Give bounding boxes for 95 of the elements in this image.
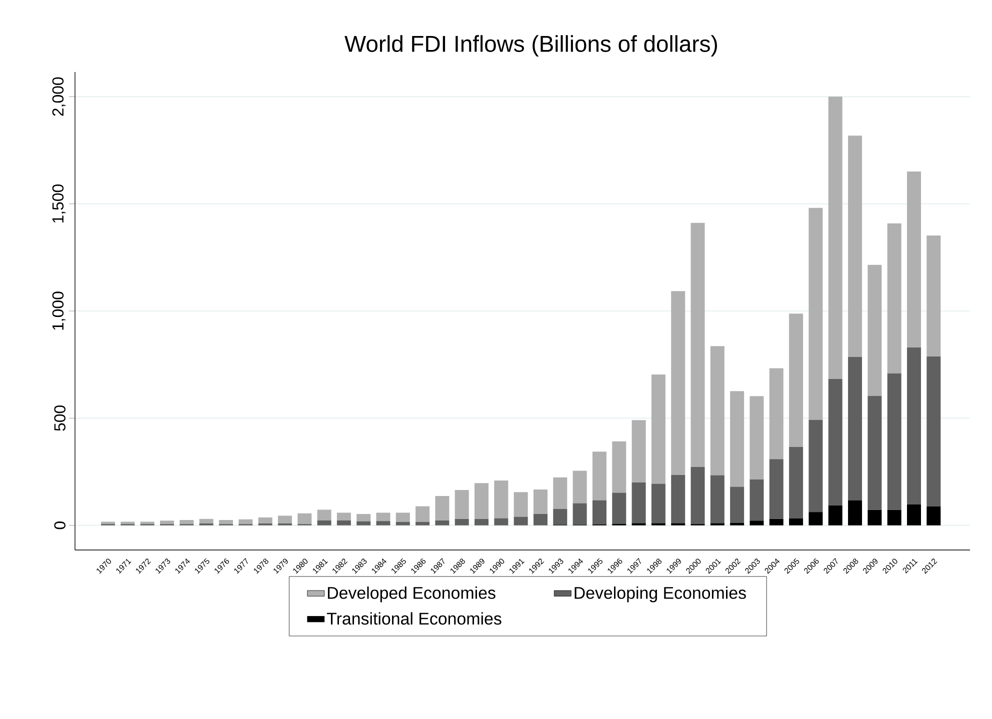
bar <box>868 510 882 526</box>
bar <box>906 347 921 505</box>
y-tick-label: 1,000 <box>52 292 66 330</box>
bar <box>690 467 705 524</box>
bar <box>906 171 921 348</box>
bar <box>887 510 902 526</box>
bar <box>376 521 390 526</box>
bar <box>553 477 568 509</box>
bar <box>435 520 450 526</box>
bar <box>651 374 666 484</box>
bar <box>848 356 862 500</box>
bar <box>572 503 587 525</box>
bar <box>730 486 744 523</box>
bar <box>769 368 784 460</box>
bar <box>926 506 941 526</box>
bar <box>710 475 724 524</box>
bar <box>789 314 804 447</box>
chart-title: World FDI Inflows (Billions of dollars) <box>344 35 717 56</box>
bar <box>710 346 724 476</box>
bar <box>848 136 862 357</box>
bar <box>750 520 764 526</box>
bar <box>769 518 784 526</box>
bar <box>612 441 626 493</box>
bar <box>789 518 804 526</box>
bar <box>828 96 842 379</box>
bar <box>808 208 823 420</box>
bar <box>906 504 921 526</box>
bar <box>828 378 842 506</box>
bar <box>474 483 489 519</box>
bar <box>848 500 862 526</box>
bar <box>828 505 842 526</box>
bar <box>671 474 686 524</box>
bar <box>336 512 351 520</box>
bar <box>376 512 390 522</box>
bar <box>769 459 784 519</box>
bar <box>435 496 450 520</box>
bar <box>730 391 744 487</box>
bar <box>612 492 626 524</box>
bar <box>514 516 528 526</box>
legend-label: Developing Economies <box>574 586 746 602</box>
bar <box>553 508 568 525</box>
y-tick-label: 1,500 <box>52 184 66 223</box>
bar <box>926 356 941 506</box>
bar <box>336 520 351 526</box>
bar <box>494 480 508 518</box>
bar <box>533 514 548 526</box>
bar <box>592 500 606 524</box>
bar <box>572 470 587 504</box>
bar <box>750 396 764 480</box>
bar <box>474 518 489 526</box>
legend-label: Transitional Economies <box>326 612 502 625</box>
bar <box>120 522 135 524</box>
bar <box>592 452 606 500</box>
y-tick-label: 0 <box>54 522 66 530</box>
bar <box>416 522 430 526</box>
bar <box>651 484 666 524</box>
bar <box>101 522 116 524</box>
bar <box>416 506 430 522</box>
bar <box>258 517 272 524</box>
bar <box>632 420 646 482</box>
bar <box>317 510 332 520</box>
y-tick-label: 2,000 <box>52 77 66 116</box>
bar <box>180 520 194 524</box>
bar <box>356 521 371 526</box>
bar <box>454 490 469 519</box>
bar <box>926 236 941 356</box>
bar <box>238 519 253 524</box>
bar <box>199 518 214 524</box>
bar <box>887 223 902 374</box>
bar <box>789 446 804 518</box>
bar <box>750 479 764 521</box>
bar <box>494 518 508 526</box>
bar <box>808 512 823 526</box>
bar <box>160 520 174 524</box>
bar <box>887 373 902 510</box>
bar <box>278 516 292 524</box>
bar <box>868 264 882 396</box>
bar <box>356 514 371 522</box>
bar <box>671 291 686 475</box>
bar <box>298 513 312 524</box>
bar <box>808 420 823 512</box>
bar <box>396 522 410 526</box>
bar <box>868 396 882 510</box>
bar <box>730 522 744 526</box>
bar <box>317 520 332 526</box>
bar <box>514 492 528 517</box>
bar <box>218 520 233 524</box>
bar <box>632 482 646 524</box>
bar <box>533 490 548 514</box>
bar <box>454 518 469 526</box>
bar <box>396 512 410 522</box>
bar <box>690 222 705 468</box>
legend-label: Developed Economies <box>328 586 496 602</box>
y-tick-label: 500 <box>54 406 66 431</box>
bar <box>140 522 154 524</box>
